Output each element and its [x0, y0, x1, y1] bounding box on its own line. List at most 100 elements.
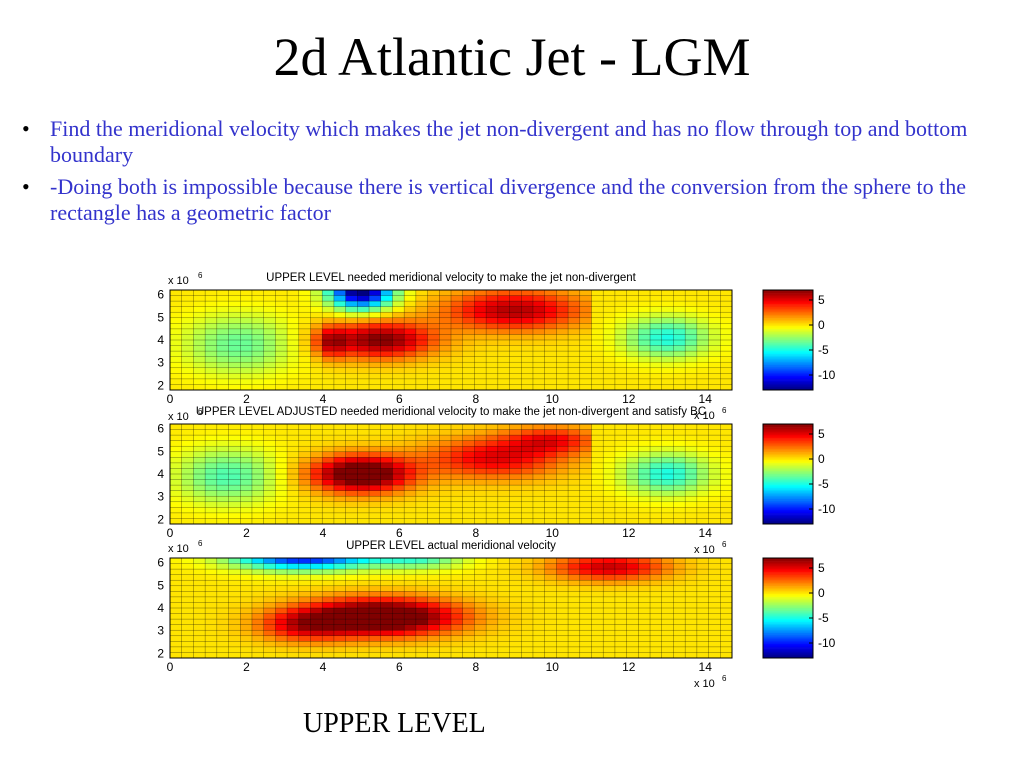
colorbar-segment — [763, 464, 813, 467]
colorbar-segment — [763, 467, 813, 470]
heatmap-cell — [462, 652, 475, 659]
colorbar-segment — [763, 330, 813, 333]
heatmap-cell — [568, 457, 581, 464]
heatmap-cell — [380, 334, 393, 341]
heatmap-cell — [591, 290, 604, 296]
heatmap-cell — [333, 424, 346, 430]
heatmap-cell — [170, 580, 183, 587]
heatmap-cell — [404, 429, 417, 436]
heatmap-cell — [451, 602, 464, 609]
heatmap-cell — [556, 490, 569, 497]
heatmap-cell — [427, 591, 440, 598]
heatmap-cell — [462, 580, 475, 587]
heatmap-cell — [228, 580, 241, 587]
heatmap-cell — [228, 646, 241, 653]
heatmap-cell — [310, 485, 323, 491]
heatmap-cell — [673, 496, 686, 503]
heatmap-cell — [287, 462, 300, 469]
heatmap-cell — [310, 317, 323, 324]
heatmap-cell — [439, 306, 452, 313]
heatmap-cell — [532, 290, 545, 296]
heatmap-cell — [275, 652, 288, 659]
heatmap-cell — [380, 479, 393, 486]
heatmap-cell — [216, 630, 229, 637]
heatmap-cell — [216, 596, 229, 603]
heatmap-cell — [650, 317, 663, 324]
heatmap-cell — [287, 585, 300, 592]
heatmap-cell — [380, 619, 393, 625]
colorbar-segment — [763, 503, 813, 506]
heatmap-cell — [392, 367, 405, 374]
heatmap-cell — [216, 378, 229, 385]
heatmap-cell — [614, 574, 627, 581]
heatmap-cell — [287, 619, 300, 625]
heatmap-cell — [427, 585, 440, 592]
heatmap-cell — [439, 518, 452, 525]
heatmap-cell — [439, 446, 452, 453]
heatmap-cell — [439, 351, 452, 357]
heatmap-cell — [439, 440, 452, 447]
heatmap-cell — [720, 619, 733, 625]
heatmap-cell — [369, 558, 382, 564]
heatmap-cell — [404, 356, 417, 363]
heatmap-cell — [650, 569, 663, 575]
heatmap-cell — [497, 462, 510, 469]
heatmap-cell — [696, 574, 709, 581]
heatmap-cell — [298, 373, 311, 380]
heatmap-cell — [708, 378, 721, 385]
heatmap-cell — [298, 501, 311, 508]
heatmap-cell — [568, 630, 581, 637]
heatmap-cell — [579, 451, 592, 458]
heatmap-cell — [532, 574, 545, 581]
colorbar-segment — [763, 495, 813, 498]
heatmap-cell — [451, 619, 464, 625]
heatmap-cell — [544, 312, 557, 319]
heatmap-cell — [638, 602, 651, 609]
heatmap-cell — [532, 479, 545, 486]
heatmap-cell — [462, 345, 475, 352]
heatmap-cell — [333, 340, 346, 346]
heatmap-cell — [228, 518, 241, 525]
heatmap-cell — [497, 619, 510, 625]
heatmap-cell — [205, 608, 218, 614]
heatmap-cell — [322, 641, 335, 648]
heatmap-cell — [603, 602, 616, 609]
heatmap-cell — [333, 334, 346, 341]
heatmap-cell — [462, 373, 475, 380]
heatmap-cell — [439, 345, 452, 352]
heatmap-cell — [228, 384, 241, 391]
heatmap-cell — [638, 490, 651, 497]
heatmap-cell — [216, 613, 229, 620]
heatmap-cell — [638, 295, 651, 302]
heatmap-cell — [696, 602, 709, 609]
heatmap-cell — [708, 468, 721, 475]
heatmap-cell — [462, 630, 475, 637]
heatmap-cell — [708, 373, 721, 380]
heatmap-cell — [404, 306, 417, 313]
heatmap-cell — [591, 569, 604, 575]
heatmap-cell — [685, 479, 698, 486]
heatmap-cell — [170, 384, 183, 391]
heatmap-cell — [263, 591, 276, 598]
heatmap-cell — [357, 440, 370, 447]
heatmap-cell — [451, 446, 464, 453]
heatmap-cell — [532, 580, 545, 587]
heatmap-cell — [380, 462, 393, 469]
heatmap-cell — [603, 652, 616, 659]
heatmap-cell — [673, 624, 686, 631]
heatmap-cell — [345, 457, 358, 464]
heatmap-cell — [392, 479, 405, 486]
colorbar-segment — [763, 601, 813, 604]
y-tick-label: 6 — [157, 556, 164, 570]
heatmap-cell — [333, 290, 346, 296]
heatmap-cell — [661, 501, 674, 508]
heatmap-cell — [579, 328, 592, 335]
heatmap-cell — [216, 574, 229, 581]
heatmap-cell — [275, 507, 288, 514]
heatmap-cell — [181, 451, 194, 458]
heatmap-cell — [673, 619, 686, 625]
heatmap-cell — [322, 317, 335, 324]
colorbar-segment — [763, 349, 813, 352]
heatmap-cell — [556, 596, 569, 603]
heatmap-cell — [170, 558, 183, 564]
